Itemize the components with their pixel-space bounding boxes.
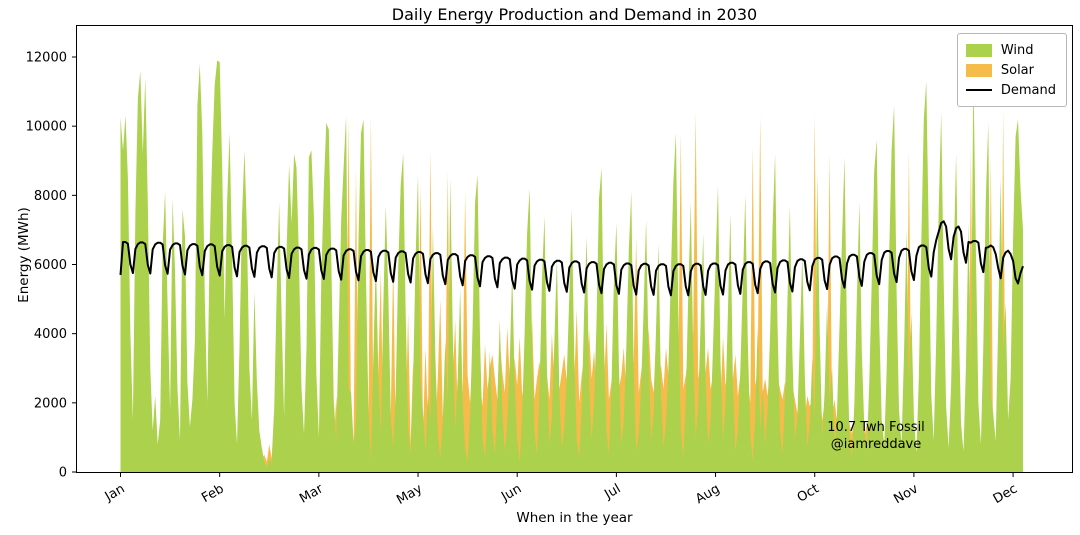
legend-item-wind: Wind <box>965 40 1056 60</box>
y-tick-label: 12000 <box>26 51 67 66</box>
y-axis-label: Energy (MWh) <box>16 207 32 303</box>
y-tick-label: 8000 <box>34 189 67 204</box>
y-tick-label: 10000 <box>26 120 67 135</box>
x-tick-label: May <box>394 481 425 508</box>
x-tick-label: Jul <box>601 481 623 502</box>
y-tick-label: 2000 <box>34 396 67 411</box>
legend-item-demand: Demand <box>965 80 1056 100</box>
x-tick-label: Jun <box>498 481 524 505</box>
x-tick-label: Aug <box>693 481 722 507</box>
annotation-line-2: @iamreddave <box>830 437 922 452</box>
x-tick-label: Jan <box>102 481 128 505</box>
x-axis-label: When in the year <box>516 510 633 526</box>
chart-title: Daily Energy Production and Demand in 20… <box>391 5 758 24</box>
annotation: 10.7 Twh Fossil @iamreddave <box>796 419 956 453</box>
wind-area <box>120 60 1023 472</box>
demand-line <box>119 220 1024 297</box>
y-tick-label: 4000 <box>34 327 67 342</box>
legend-label-wind: Wind <box>1000 42 1034 58</box>
wind-swatch-icon <box>965 43 992 57</box>
x-tick-label: Feb <box>199 481 226 506</box>
annotation-line-1: 10.7 Twh Fossil <box>827 420 925 435</box>
x-tick-label: Mar <box>297 481 326 507</box>
x-tick-label: Oct <box>795 481 822 505</box>
demand-line-swatch-icon <box>965 89 992 91</box>
y-tick-label: 6000 <box>34 258 67 273</box>
x-tick-label: Nov <box>891 481 921 507</box>
legend: Wind Solar Demand <box>956 33 1067 107</box>
legend-label-solar: Solar <box>1000 62 1034 78</box>
legend-label-demand: Demand <box>1000 82 1056 98</box>
y-tick-label: 0 <box>59 466 67 481</box>
axes-frame <box>76 25 1073 473</box>
solar-swatch-icon <box>965 63 992 77</box>
legend-item-solar: Solar <box>965 60 1056 80</box>
x-tick-label: Dec <box>991 481 1020 507</box>
